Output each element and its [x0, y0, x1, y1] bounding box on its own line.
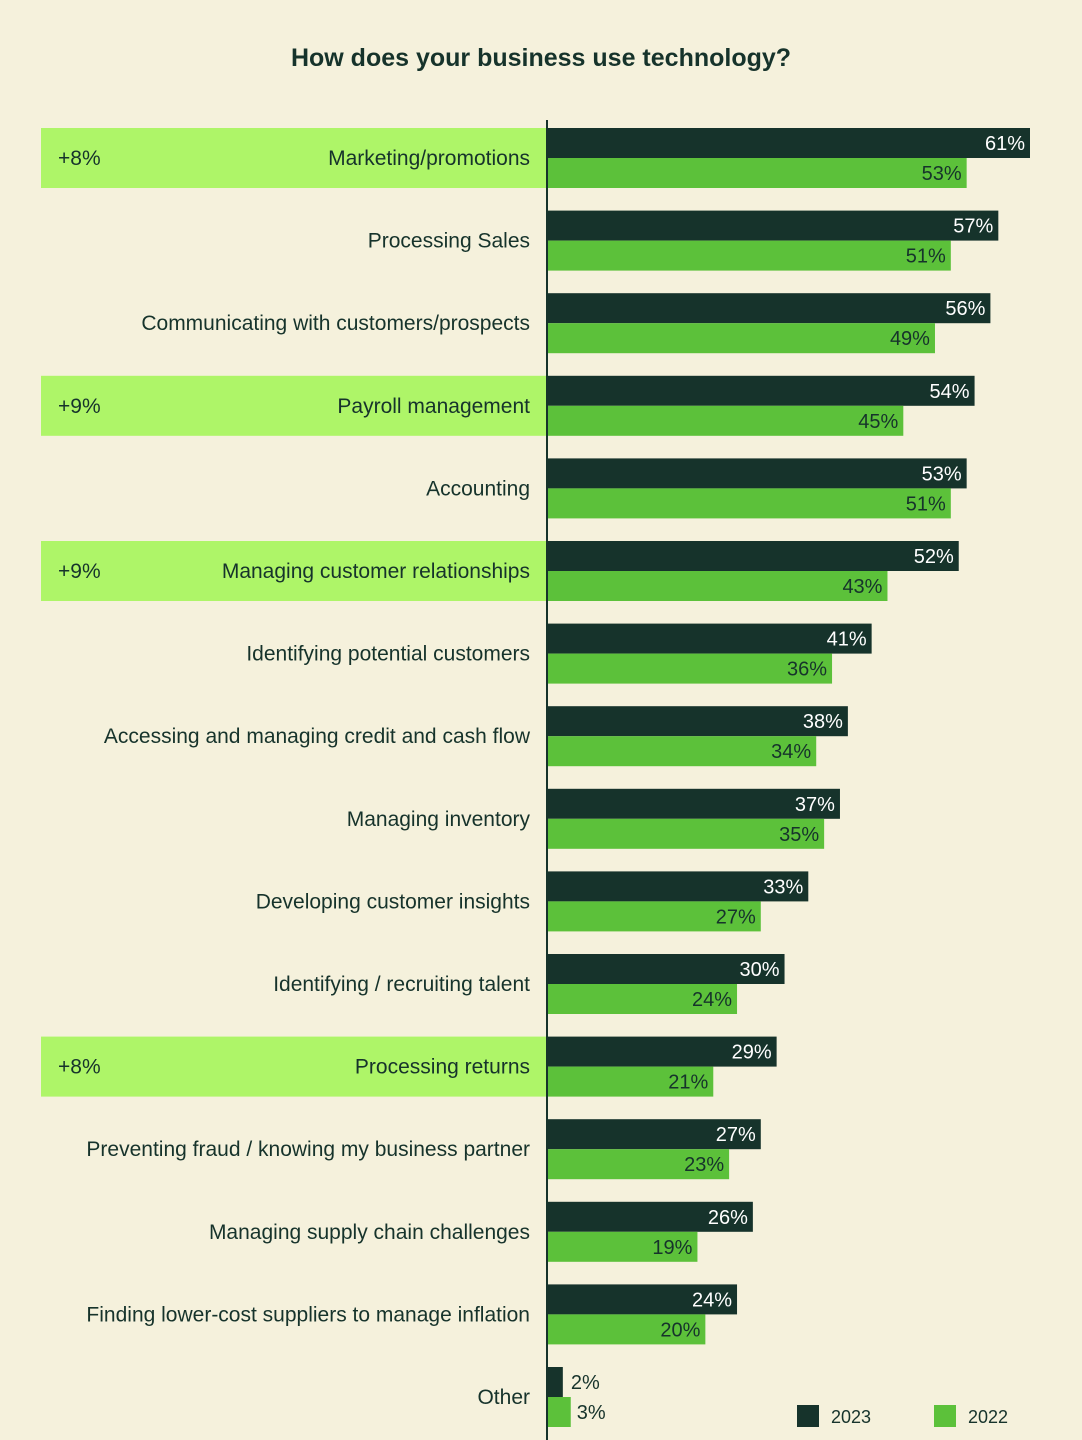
value-label-2023: 37% — [795, 794, 835, 816]
change-label: +9% — [58, 560, 101, 583]
chart-title: How does your business use technology? — [290, 44, 792, 72]
bar-2023 — [547, 375, 975, 406]
highlight-band — [41, 375, 547, 436]
value-label-2022: 43% — [842, 576, 882, 598]
value-label-2022: 24% — [692, 989, 732, 1011]
category-label: Accounting — [426, 477, 530, 500]
bar-2023 — [547, 128, 1030, 158]
category-label: Finding lower-cost suppliers to manage i… — [86, 1303, 530, 1326]
legend-swatch-2023 — [797, 1405, 819, 1427]
value-label-2022: 45% — [858, 411, 898, 433]
change-label: +8% — [58, 147, 101, 170]
highlight-band — [41, 1036, 547, 1097]
value-label-2023: 24% — [692, 1289, 732, 1311]
bar-2022 — [547, 405, 904, 436]
value-label-2023: 30% — [740, 959, 780, 981]
bar-2022 — [547, 240, 951, 271]
value-label-2023: 41% — [827, 629, 867, 651]
bar-2023 — [547, 1036, 777, 1067]
value-label-2022: 49% — [890, 328, 930, 350]
category-label: Accessing and managing credit and cash f… — [104, 725, 531, 748]
bar-2022 — [547, 1066, 714, 1097]
category-label: Processing Sales — [368, 230, 530, 253]
bar-2023 — [547, 541, 959, 571]
value-label-2023: 33% — [763, 876, 803, 898]
legend-label-2022: 2022 — [968, 1407, 1008, 1427]
value-label-2023: 38% — [803, 711, 843, 733]
category-label: Identifying / recruiting talent — [273, 973, 530, 996]
value-label-2022: 23% — [684, 1154, 724, 1176]
value-label-2022: 20% — [660, 1319, 700, 1341]
bar-2023 — [547, 210, 999, 241]
bar-2023 — [547, 1367, 563, 1397]
value-label-2023: 29% — [732, 1042, 772, 1064]
bar-2023 — [547, 871, 809, 902]
category-label: Communicating with customers/prospects — [141, 312, 530, 335]
bar-2022 — [547, 1231, 698, 1262]
category-label: Preventing fraud / knowing my business p… — [86, 1138, 530, 1161]
bar-2023 — [547, 623, 872, 654]
category-label: Managing supply chain challenges — [209, 1221, 530, 1244]
value-label-2022: 35% — [779, 824, 819, 846]
highlight-band — [41, 128, 547, 188]
value-label-2022: 36% — [787, 659, 827, 681]
value-label-2022: 53% — [922, 163, 962, 185]
bar-2022 — [547, 736, 817, 767]
bar-2022 — [547, 984, 738, 1014]
bar-2023 — [547, 1201, 753, 1232]
bar-2023 — [547, 788, 840, 819]
bar-2022 — [547, 901, 761, 932]
legend-swatch-2022 — [934, 1405, 956, 1427]
value-label-2022: 3% — [577, 1402, 606, 1424]
category-label: Managing customer relationships — [222, 560, 530, 583]
value-label-2022: 27% — [716, 906, 756, 928]
value-label-2022: 21% — [668, 1072, 708, 1094]
category-label: Other — [477, 1386, 530, 1409]
highlight-band — [41, 541, 547, 601]
value-label-2023: 26% — [708, 1207, 748, 1229]
bar-2022 — [547, 488, 951, 519]
bar-2023 — [547, 458, 967, 489]
value-label-2022: 51% — [906, 493, 946, 515]
category-label: Identifying potential customers — [246, 643, 530, 666]
value-label-2022: 19% — [652, 1237, 692, 1259]
bar-2023 — [547, 1119, 761, 1150]
value-label-2022: 51% — [906, 246, 946, 268]
value-label-2023: 56% — [945, 298, 985, 320]
bar-2022 — [547, 158, 967, 188]
bar-2023 — [547, 1284, 738, 1315]
category-label: Developing customer insights — [256, 890, 530, 913]
category-label: Managing inventory — [347, 808, 531, 831]
value-label-2023: 2% — [571, 1372, 600, 1394]
bar-2022 — [547, 1314, 706, 1345]
bar-2023 — [547, 954, 785, 984]
bar-2023 — [547, 706, 848, 737]
value-label-2023: 54% — [930, 381, 970, 403]
bar-2023 — [547, 293, 991, 324]
change-label: +9% — [58, 395, 101, 418]
value-label-2023: 61% — [985, 133, 1025, 155]
bar-2022 — [547, 818, 825, 849]
legend-label-2023: 2023 — [831, 1407, 871, 1427]
bar-2022 — [547, 653, 833, 684]
value-label-2023: 27% — [716, 1124, 756, 1146]
value-label-2023: 52% — [914, 546, 954, 568]
value-label-2023: 53% — [922, 463, 962, 485]
value-label-2022: 34% — [771, 741, 811, 763]
bar-2022 — [547, 1397, 571, 1427]
change-label: +8% — [58, 1056, 101, 1079]
category-label: Processing returns — [355, 1056, 530, 1079]
bar-2022 — [547, 323, 935, 354]
category-label: Payroll management — [337, 395, 530, 418]
category-label: Marketing/promotions — [328, 147, 530, 170]
value-label-2023: 57% — [953, 216, 993, 238]
bar-2022 — [547, 571, 888, 601]
bar-2022 — [547, 1149, 730, 1180]
